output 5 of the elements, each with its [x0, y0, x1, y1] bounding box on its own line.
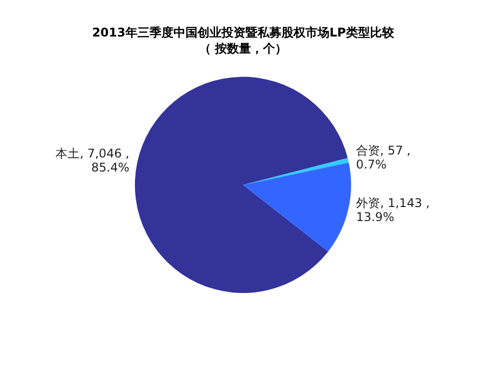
slice-label: 本土, 7,046 , 85.4% [56, 146, 130, 174]
slice-label: 合资, 57 , 0.7% [356, 144, 411, 172]
slice-label: 外资, 1,143 , 13.9% [356, 196, 430, 224]
chart-title: 2013年三季度中国创业投资暨私募股权市场LP类型比较 [92, 25, 395, 40]
chart-subtitle: （ 按数量，个） [198, 42, 288, 56]
